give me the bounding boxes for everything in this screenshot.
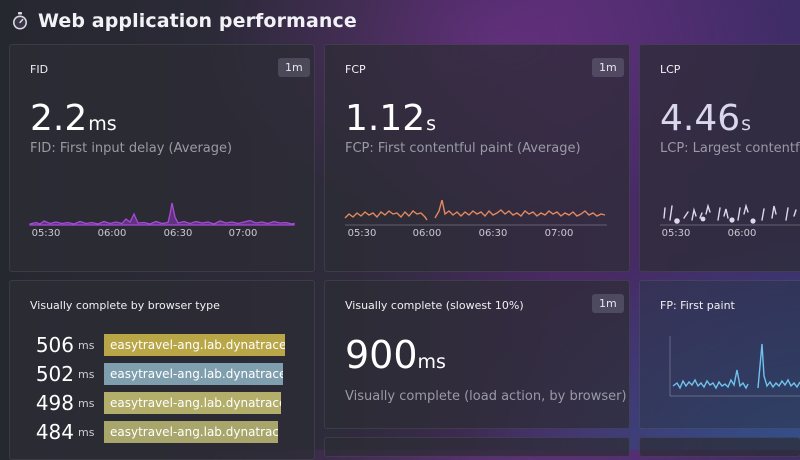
fid-tile[interactable]: FID 1m 2.2ms FID: First input delay (Ave… (9, 44, 315, 272)
fcp-value-number: 1.12 (345, 98, 426, 139)
list-item-bar: easytravel-ang.lab.dynatrace.org (104, 392, 281, 414)
lcp-sparkline (660, 203, 800, 226)
fcp-tile[interactable]: FCP 1m 1.12s FCP: First contentful paint… (324, 44, 630, 272)
fid-description: FID: First input delay (Average) (30, 141, 233, 156)
lcp-value: 4.46s (660, 98, 751, 139)
fid-sparkline (29, 202, 295, 226)
fcp-timeframe-badge[interactable]: 1m (592, 58, 624, 77)
fcp-value: 1.12s (345, 98, 436, 139)
list-item-value: 498 (35, 391, 74, 415)
fcp-axis-tick: 06:00 (412, 228, 442, 239)
vc-value-unit: ms (417, 351, 446, 373)
list-item-unit: ms (78, 338, 95, 352)
fp-tile-title: FP: First paint (660, 299, 735, 312)
list-item-unit: ms (78, 425, 95, 439)
list-item-bar: easytravel-ang.lab.dynatrace.org (104, 334, 285, 356)
fid-value-number: 2.2 (30, 98, 88, 139)
stopwatch-icon (13, 12, 27, 30)
list-item-value: 506 (35, 333, 74, 357)
fcp-axis-tick: 05:30 (347, 228, 377, 239)
fid-axis-tick: 06:30 (163, 228, 193, 239)
lower-tile[interactable] (639, 437, 800, 457)
vc-description: Visually complete (load action, by brows… (345, 389, 627, 404)
lcp-tile[interactable]: LCP 4.46s LCP: Largest contentful paint … (639, 44, 800, 272)
list-item[interactable]: 502 ms easytravel-ang.lab.dynatrace.org (30, 362, 283, 386)
vc-timeframe-badge[interactable]: 1m (592, 294, 624, 313)
page-title: Web application performance (38, 10, 357, 32)
list-item-value: 484 (35, 420, 74, 444)
vc-value: 900ms (345, 333, 446, 377)
fcp-sparkline (344, 200, 607, 226)
fid-axis-tick: 06:00 (97, 228, 127, 239)
fcp-axis-tick: 07:00 (544, 228, 574, 239)
vc-value-number: 900 (345, 333, 418, 377)
fcp-tile-title: FCP (345, 63, 366, 76)
first-paint-tile[interactable]: FP: First paint (639, 280, 800, 429)
list-item-bar: easytravel-ang.lab.dynatrace.org (104, 421, 278, 443)
list-item-unit: ms (78, 396, 95, 410)
lcp-tile-title: LCP (660, 63, 681, 76)
fid-value-unit: ms (88, 113, 117, 135)
fcp-value-unit: s (426, 113, 437, 135)
lcp-axis-tick: 05:30 (661, 228, 691, 239)
visually-complete-tile-title: Visually complete (slowest 10%) (345, 299, 524, 312)
fcp-description: FCP: First contentful paint (Average) (345, 141, 581, 156)
list-item-value: 502 (35, 362, 74, 386)
fcp-axis-tick: 06:30 (478, 228, 508, 239)
visually-complete-tile[interactable]: Visually complete (slowest 10%) 1m 900ms… (324, 280, 630, 429)
fp-sparkline (669, 336, 800, 397)
fid-tile-title: FID (30, 63, 49, 76)
fid-timeframe-badge[interactable]: 1m (278, 58, 310, 77)
list-item-bar: easytravel-ang.lab.dynatrace.org (104, 363, 283, 385)
fid-value: 2.2ms (30, 98, 117, 139)
lcp-description: LCP: Largest contentful paint (Average) (660, 141, 800, 156)
lcp-axis-tick: 06:00 (727, 228, 757, 239)
fid-axis-tick: 07:00 (228, 228, 258, 239)
lower-tile[interactable] (324, 437, 630, 457)
browser-type-tile-title: Visually complete by browser type (30, 299, 220, 312)
list-item[interactable]: 506 ms easytravel-ang.lab.dynatrace.org (30, 333, 285, 357)
list-item-unit: ms (78, 367, 95, 381)
lcp-value-number: 4.46 (660, 98, 741, 139)
fid-axis-tick: 05:30 (31, 228, 61, 239)
lcp-value-unit: s (741, 113, 752, 135)
page-header: Web application performance (10, 4, 357, 38)
list-item[interactable]: 484 ms easytravel-ang.lab.dynatrace.org (30, 420, 278, 444)
browser-type-tile[interactable]: Visually complete by browser type 506 ms… (9, 280, 315, 460)
list-item[interactable]: 498 ms easytravel-ang.lab.dynatrace.org (30, 391, 281, 415)
